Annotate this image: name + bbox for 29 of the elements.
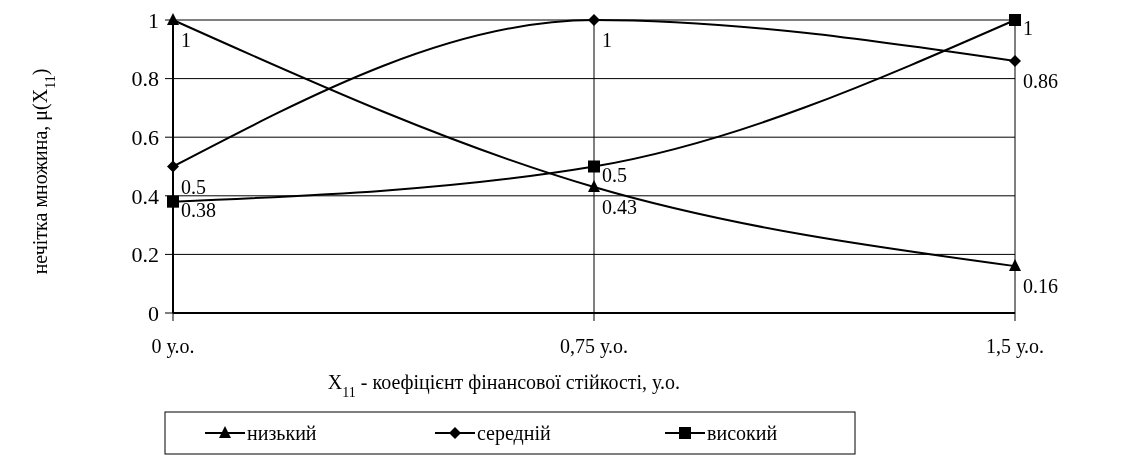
data-label: 1 — [602, 29, 612, 51]
point — [167, 160, 179, 173]
y-tick-label: 0 — [148, 300, 159, 326]
point — [1009, 55, 1021, 68]
x-tick-label: 0 у.о. — [151, 335, 195, 358]
data-label: 0.38 — [181, 198, 216, 221]
y-tick-label: 0.8 — [131, 66, 159, 92]
point — [1009, 14, 1021, 26]
y-tick-label: 0.4 — [131, 183, 159, 209]
data-label: 0.43 — [602, 196, 637, 219]
legend-label: середній — [477, 422, 552, 445]
x-axis-title: X$_{11}$ - коефіцієнт фінансової стійкості, у.о. — [327, 371, 681, 400]
y-tick-label: 0.6 — [131, 124, 159, 150]
legend-label: низький — [247, 422, 317, 444]
data-label: 0.5 — [181, 175, 206, 198]
point — [1009, 259, 1021, 272]
point — [588, 160, 600, 173]
data-label: 0.5 — [602, 163, 627, 186]
data-label: 1 — [181, 29, 191, 51]
data-label: 0.86 — [1023, 70, 1058, 93]
x-tick-label: 1,5 у.о. — [986, 335, 1044, 358]
point — [588, 180, 600, 193]
legend-label: високий — [707, 422, 778, 444]
y-tick-label: 1 — [148, 7, 159, 33]
data-label: 0.16 — [1023, 275, 1058, 298]
x-tick-label: 0,75 у.о. — [560, 335, 628, 358]
data-label: 1 — [1023, 17, 1033, 39]
y-tick-label: 0.2 — [131, 242, 159, 268]
point — [588, 14, 600, 26]
